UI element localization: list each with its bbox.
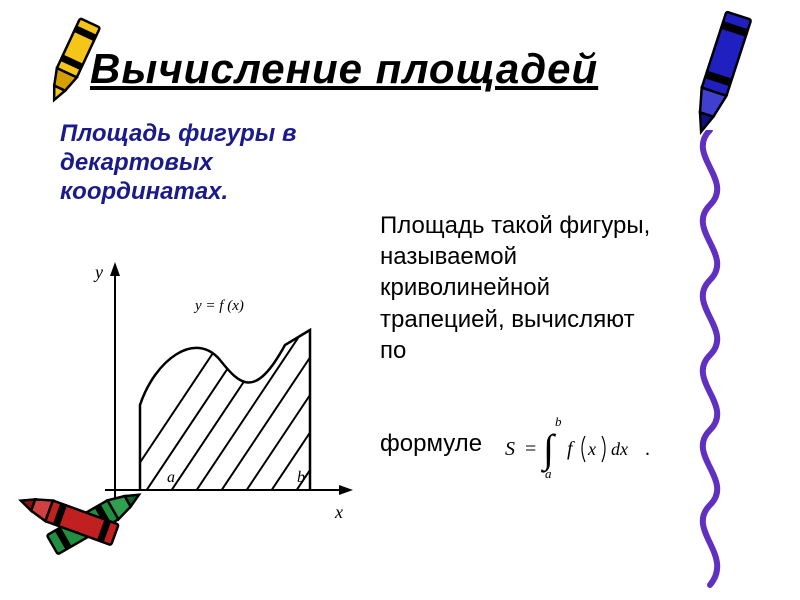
squiggle-icon	[675, 130, 745, 590]
formula-f: f	[567, 438, 575, 460]
hatching	[115, 320, 365, 500]
y-label: y	[93, 262, 103, 282]
formula-S: S	[505, 438, 515, 460]
body-text: Площадь такой фигуры, называемой криволи…	[380, 210, 660, 366]
subtitle: Площадь фигуры в декартовых координатах.	[60, 120, 340, 206]
a-label: a	[167, 469, 175, 486]
formula-prefix: формуле	[380, 430, 482, 458]
x-arrow	[339, 485, 353, 495]
formula-x: x	[587, 439, 596, 459]
crayon-icon-red-green	[15, 475, 165, 585]
formula: S = ∫ b a f x dx .	[505, 412, 685, 482]
integral-upper: b	[555, 414, 562, 429]
formula-line: формуле	[380, 430, 482, 458]
integral-lower: a	[545, 466, 552, 481]
formula-period: .	[645, 438, 650, 460]
b-label: b	[297, 469, 305, 486]
y-arrow	[110, 262, 120, 276]
lparen	[582, 436, 585, 462]
page-title: Вычисление площадей	[90, 45, 598, 93]
x-label: x	[334, 502, 343, 522]
formula-eq: =	[525, 438, 536, 460]
crayon-icon-yellow	[30, 10, 120, 110]
rparen	[602, 436, 605, 462]
curve-label: y = f (x)	[193, 298, 244, 314]
formula-dx: dx	[611, 439, 628, 459]
